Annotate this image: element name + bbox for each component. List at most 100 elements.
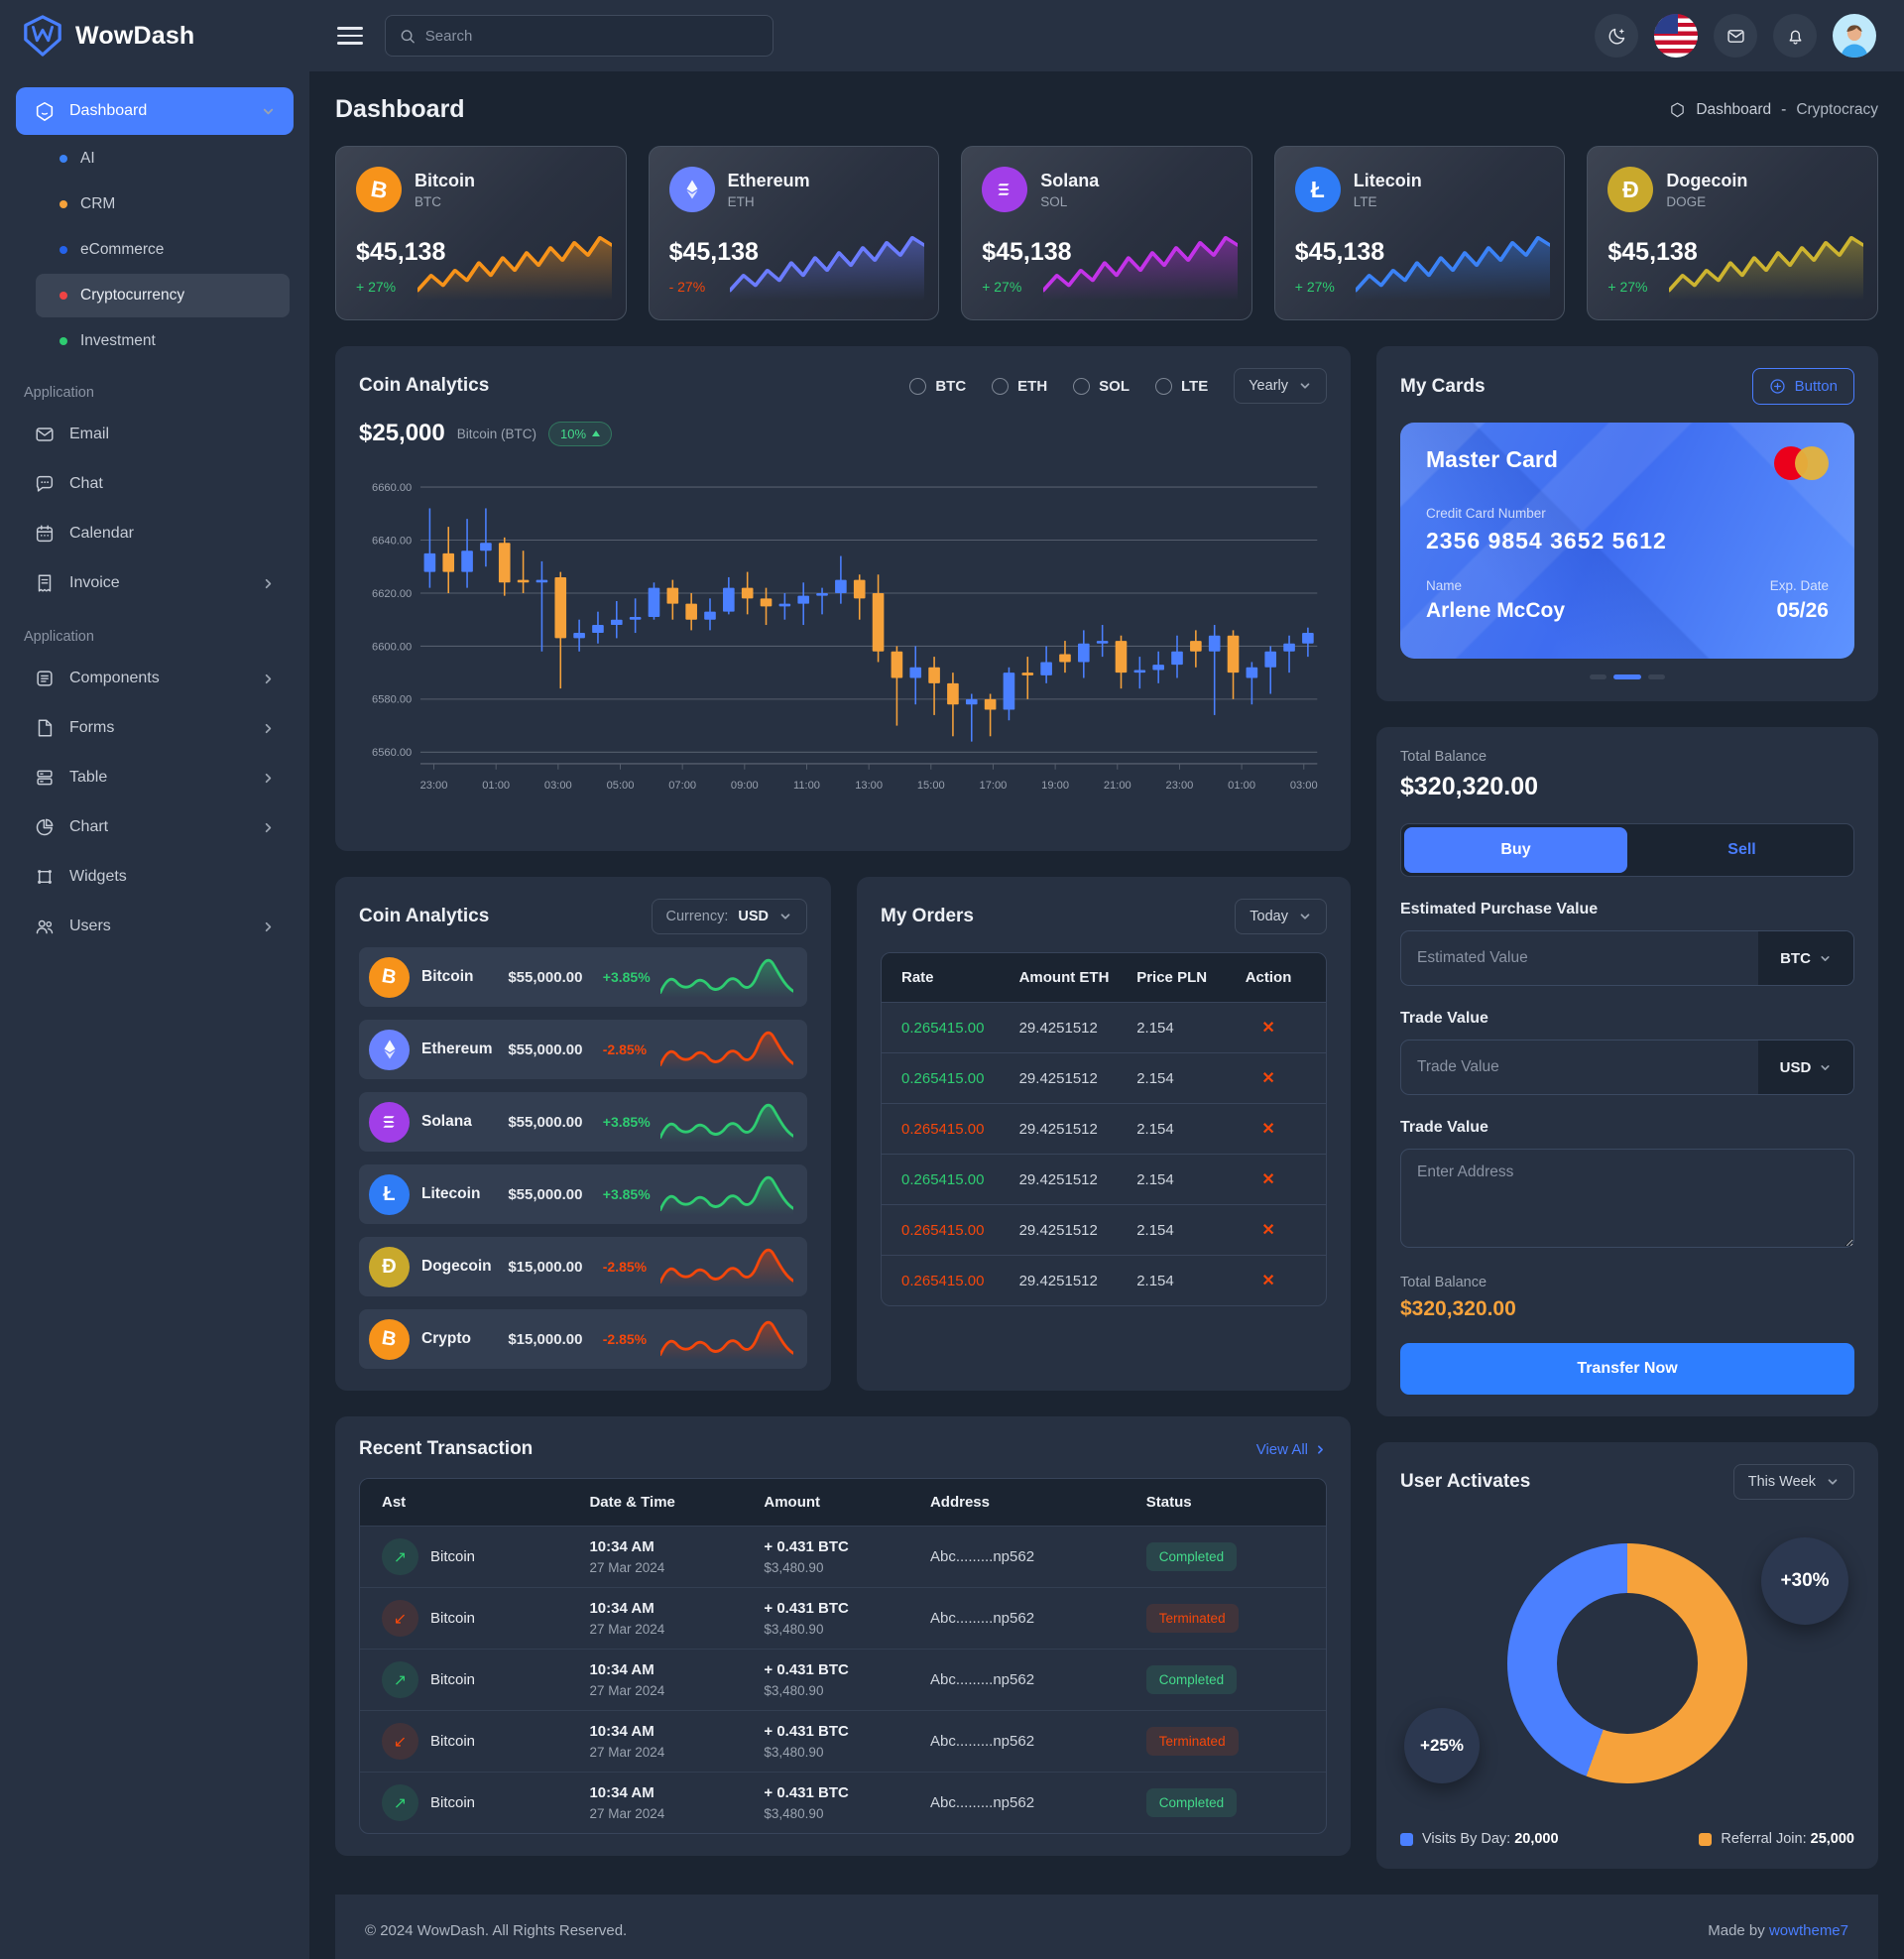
profile-avatar[interactable] [1833, 14, 1876, 58]
tab-sell[interactable]: Sell [1727, 841, 1756, 858]
radio-sol[interactable]: SOL [1073, 377, 1130, 395]
trade-currency-select[interactable]: USD [1758, 1041, 1853, 1094]
coin-change: +3.85% [602, 969, 651, 985]
main-area: Dashboard Dashboard - Cryptocracy B Bitco… [309, 0, 1904, 1959]
sidebar-item-dashboard[interactable]: Dashboard [16, 87, 294, 135]
search-input[interactable] [424, 27, 759, 45]
sidebar-nav: Dashboard AI CRM eCommerce Cryptocurrency In… [0, 71, 309, 952]
order-row: 0.265415.00 29.4251512 2.154 ✕ [882, 1052, 1326, 1103]
bitcoin-icon: B [356, 167, 402, 212]
transfer-now-button[interactable]: Transfer Now [1400, 1343, 1854, 1395]
author-link[interactable]: wowtheme7 [1768, 1921, 1848, 1939]
sidebar-sections: Application Email Chat Calendar Invoice Appli… [0, 365, 309, 950]
bullet-dot-icon [60, 337, 67, 345]
estimated-value-field: BTC [1400, 930, 1854, 986]
dark-mode-toggle-button[interactable] [1595, 14, 1638, 58]
carousel-dot[interactable] [1590, 674, 1606, 679]
sidebar-item-invoice[interactable]: Invoice [16, 559, 294, 607]
panel-title: Coin Analytics [359, 375, 490, 396]
sidebar-item-components[interactable]: Components [16, 655, 294, 702]
tab-buy[interactable]: Buy [1404, 827, 1627, 873]
cancel-order-icon[interactable]: ✕ [1261, 1222, 1275, 1239]
sidebar-item-email[interactable]: Email [16, 411, 294, 458]
carousel-dot-active[interactable] [1613, 674, 1641, 679]
cancel-order-icon[interactable]: ✕ [1261, 1121, 1275, 1138]
sparkline-chart [415, 236, 614, 301]
cancel-order-icon[interactable]: ✕ [1261, 1070, 1275, 1087]
notifications-button[interactable] [1773, 14, 1817, 58]
bullet-dot-icon [60, 155, 67, 163]
brand[interactable]: WowDash [0, 0, 309, 71]
sidebar-item-widgets[interactable]: Widgets [16, 853, 294, 901]
cancel-order-icon[interactable]: ✕ [1261, 1171, 1275, 1188]
card-name-label: Name [1426, 578, 1463, 593]
messages-button[interactable] [1714, 14, 1757, 58]
breadcrumb-home[interactable]: Dashboard [1696, 100, 1772, 118]
sidebar-subitem-cryptocurrency[interactable]: Cryptocurrency [36, 274, 290, 317]
calendar-icon [34, 523, 56, 545]
bullet-dot-icon [60, 200, 67, 208]
sidebar-subitem-investment[interactable]: Investment [36, 319, 290, 363]
radio-label: BTC [935, 377, 967, 395]
sidebar-item-users[interactable]: Users [16, 903, 294, 950]
tx-time: 10:34 AM [589, 1538, 654, 1555]
menu-toggle-icon[interactable] [337, 27, 363, 45]
crypto-card-btc: B Bitcoin BTC $45,138 + 27% [335, 146, 627, 320]
order-rate: 0.265415.00 [901, 1221, 985, 1239]
field-label: Trade Value [1400, 1010, 1488, 1027]
stat-bubble-top: +30% [1761, 1537, 1848, 1625]
sidebar-item-label: Widgets [69, 868, 127, 885]
coin-list-row-solana: Solana $55,000.00 +3.85% [359, 1092, 807, 1152]
cancel-order-icon[interactable]: ✕ [1261, 1020, 1275, 1037]
dogecoin-icon: Đ [369, 1246, 410, 1287]
svg-text:01:00: 01:00 [482, 780, 510, 792]
activity-period-select[interactable]: This Week [1732, 1464, 1854, 1500]
sidebar-item-chart[interactable]: Chart [16, 803, 294, 851]
sidebar-subitem-ai[interactable]: AI [36, 137, 290, 181]
chart-period-select[interactable]: Yearly [1234, 368, 1327, 404]
currency-select[interactable]: Currency: USD [651, 899, 807, 934]
coin-name: Bitcoin [415, 170, 475, 190]
estimated-currency-select[interactable]: BTC [1758, 931, 1853, 985]
order-amount: 29.4251512 [1018, 1069, 1098, 1087]
coin-name: Crypto [421, 1330, 471, 1347]
sidebar-item-forms[interactable]: Forms [16, 704, 294, 752]
bottom-balance-value: $320,320.00 [1400, 1297, 1516, 1320]
view-all-link[interactable]: View All [1256, 1441, 1327, 1458]
coin-price: $45,138 [356, 238, 446, 266]
trade-panel: Total Balance $320,320.00 Buy Sell Estim… [1376, 727, 1878, 1416]
page-title: Dashboard [335, 95, 465, 123]
orders-period-select[interactable]: Today [1235, 899, 1327, 934]
radio-lte[interactable]: LTE [1155, 377, 1208, 395]
svg-text:13:00: 13:00 [855, 780, 883, 792]
currency-label: Currency: [665, 909, 729, 924]
trade-value-input[interactable] [1401, 1041, 1758, 1094]
coin-list-row-litecoin: Ł Litecoin $55,000.00 +3.85% [359, 1164, 807, 1224]
language-flag-icon[interactable] [1654, 14, 1698, 58]
sparkline-chart [1666, 236, 1866, 301]
sidebar-item-calendar[interactable]: Calendar [16, 510, 294, 557]
sidebar-subitem-ecommerce[interactable]: eCommerce [36, 228, 290, 272]
carousel-dot[interactable] [1648, 674, 1665, 679]
coin-price: $45,138 [668, 238, 759, 266]
widgets-icon [34, 866, 56, 888]
sidebar-item-table[interactable]: Table [16, 754, 294, 801]
tx-amount-usd: $3,480.90 [764, 1683, 824, 1698]
field-label: Trade Value [1400, 1119, 1488, 1136]
tx-time: 10:34 AM [589, 1723, 654, 1740]
add-card-button[interactable]: Button [1751, 368, 1854, 405]
right-column: My Cards Button Master Card Credit [1376, 346, 1878, 1869]
sidebar-subitem-crm[interactable]: CRM [36, 183, 290, 226]
coin-radio-group: BTC ETH SOL LTE [909, 377, 1208, 395]
tx-asset-name: Bitcoin [430, 1794, 476, 1811]
coin-name: Ethereum [727, 170, 810, 190]
cancel-order-icon[interactable]: ✕ [1261, 1273, 1275, 1289]
buy-sell-tabs: Buy Sell [1400, 823, 1854, 877]
radio-eth[interactable]: ETH [992, 377, 1047, 395]
radio-btc[interactable]: BTC [909, 377, 967, 395]
estimated-value-input[interactable] [1401, 931, 1758, 985]
order-row: 0.265415.00 29.4251512 2.154 ✕ [882, 1154, 1326, 1204]
address-textarea[interactable] [1400, 1149, 1854, 1248]
sidebar-item-chat[interactable]: Chat [16, 460, 294, 508]
tx-date: 27 Mar 2024 [589, 1622, 665, 1637]
